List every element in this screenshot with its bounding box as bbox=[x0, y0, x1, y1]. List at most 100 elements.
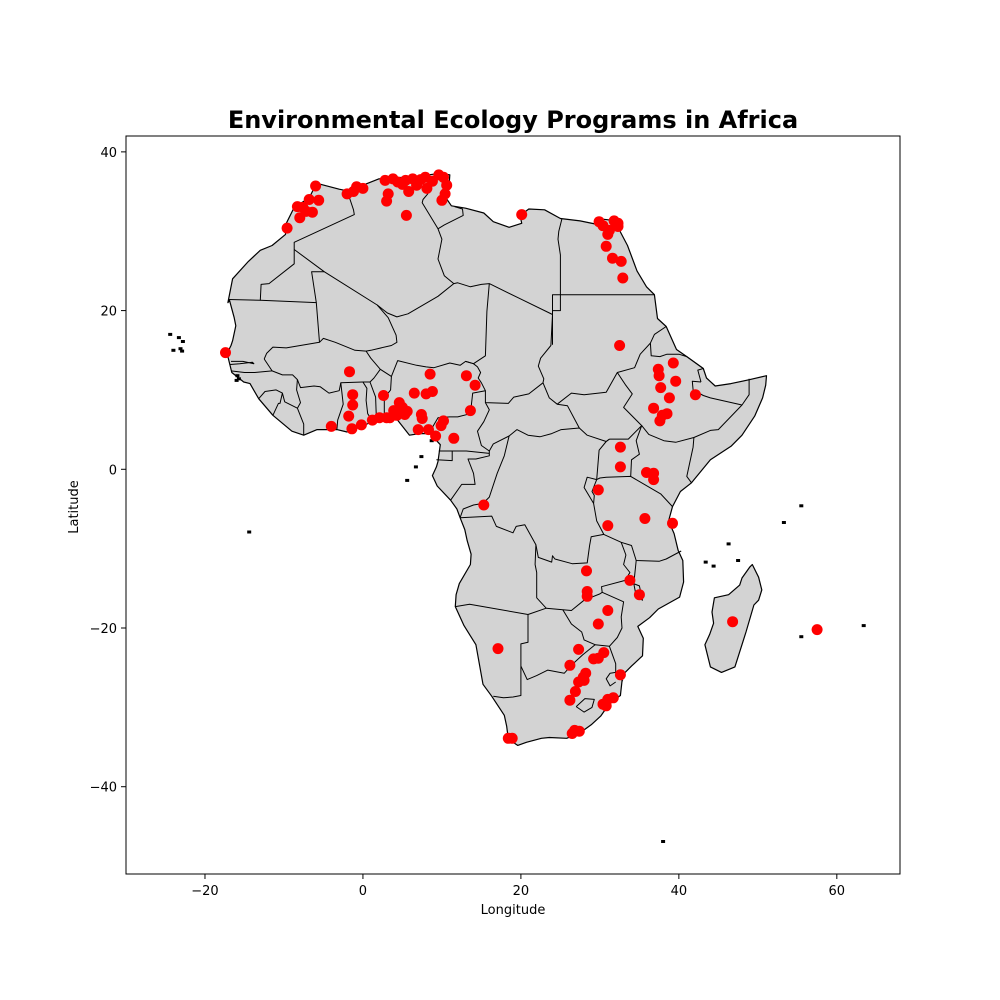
country-border bbox=[520, 609, 596, 681]
program-point bbox=[614, 669, 626, 681]
island bbox=[235, 374, 240, 378]
y-tick-label: −40 bbox=[90, 781, 117, 796]
program-point bbox=[614, 340, 626, 351]
program-point bbox=[478, 499, 490, 511]
x-tick-label: 0 bbox=[359, 884, 367, 899]
program-point bbox=[448, 432, 460, 444]
island bbox=[247, 530, 252, 534]
program-point bbox=[655, 382, 667, 394]
country-border bbox=[697, 368, 704, 383]
country-border bbox=[429, 363, 486, 432]
country-border bbox=[230, 358, 273, 373]
country-border bbox=[366, 304, 398, 352]
program-point bbox=[569, 686, 581, 697]
y-tick-label: 20 bbox=[100, 305, 117, 320]
country-border bbox=[605, 671, 616, 687]
country-border bbox=[311, 271, 325, 303]
program-point bbox=[460, 370, 472, 382]
y-tick-label: 0 bbox=[109, 463, 117, 478]
program-point bbox=[581, 590, 593, 602]
program-point bbox=[441, 179, 453, 191]
program-point bbox=[355, 419, 367, 431]
island bbox=[799, 635, 804, 639]
country-border bbox=[465, 283, 490, 365]
country-border bbox=[319, 337, 392, 377]
island bbox=[736, 559, 741, 562]
program-point bbox=[727, 616, 739, 628]
x-tick-label: −20 bbox=[191, 884, 218, 899]
plot-frame bbox=[125, 135, 901, 875]
x-tick-label: 60 bbox=[829, 884, 846, 899]
country-border bbox=[281, 392, 298, 409]
chart-title: Environmental Ecology Programs in Africa bbox=[228, 106, 798, 134]
program-point bbox=[592, 618, 604, 630]
island bbox=[236, 377, 241, 381]
program-point bbox=[313, 194, 325, 206]
island bbox=[413, 465, 418, 469]
island bbox=[429, 439, 434, 443]
island bbox=[861, 624, 866, 628]
country-border bbox=[556, 372, 643, 440]
program-point bbox=[648, 474, 660, 486]
program-point bbox=[426, 386, 438, 397]
country-border bbox=[649, 326, 667, 344]
country-border bbox=[438, 450, 490, 454]
program-point bbox=[401, 405, 413, 417]
island bbox=[799, 504, 804, 508]
program-point bbox=[689, 389, 701, 401]
program-point bbox=[614, 441, 626, 453]
program-point bbox=[607, 252, 618, 264]
program-point bbox=[492, 643, 504, 655]
island bbox=[781, 521, 786, 524]
y-tick-label: 40 bbox=[100, 146, 117, 161]
x-tick-label: 20 bbox=[513, 884, 530, 899]
country-border bbox=[296, 379, 305, 436]
program-point bbox=[423, 424, 434, 436]
program-point bbox=[391, 409, 403, 421]
small-islands bbox=[168, 332, 866, 843]
program-point bbox=[602, 605, 614, 616]
program-point bbox=[346, 423, 358, 435]
program-point bbox=[615, 255, 627, 267]
country-border bbox=[230, 360, 255, 365]
country-border bbox=[484, 382, 544, 404]
country-border bbox=[552, 294, 561, 311]
country-border bbox=[228, 249, 295, 301]
country-border bbox=[369, 381, 377, 420]
island bbox=[405, 478, 410, 482]
country-border bbox=[436, 451, 453, 462]
program-point bbox=[378, 390, 389, 401]
program-point bbox=[603, 224, 615, 236]
program-point bbox=[581, 565, 592, 577]
program-point bbox=[617, 272, 629, 284]
country-border bbox=[537, 314, 553, 383]
island bbox=[234, 378, 239, 382]
country-border bbox=[693, 378, 750, 438]
island bbox=[419, 455, 424, 459]
program-point bbox=[592, 484, 604, 496]
country-border bbox=[575, 698, 595, 713]
program-point bbox=[639, 513, 651, 524]
program-point bbox=[310, 180, 322, 192]
country-border bbox=[591, 479, 682, 562]
country-border bbox=[617, 342, 651, 373]
country-border bbox=[336, 382, 344, 430]
country-border bbox=[649, 343, 704, 369]
program-point bbox=[506, 732, 518, 744]
program-point bbox=[347, 399, 359, 411]
program-point bbox=[573, 676, 585, 688]
program-point bbox=[564, 694, 576, 706]
program-point bbox=[281, 222, 293, 234]
island bbox=[178, 347, 183, 351]
program-point bbox=[439, 188, 451, 200]
x-tick-label: 40 bbox=[671, 884, 688, 899]
country-border bbox=[477, 402, 610, 452]
program-point bbox=[667, 357, 679, 369]
y-axis-label: Latitude bbox=[67, 480, 82, 534]
program-point bbox=[306, 206, 318, 218]
program-point bbox=[600, 700, 612, 712]
country-border bbox=[450, 451, 490, 501]
country-border bbox=[493, 614, 529, 699]
program-point bbox=[648, 402, 660, 414]
island bbox=[180, 340, 185, 343]
